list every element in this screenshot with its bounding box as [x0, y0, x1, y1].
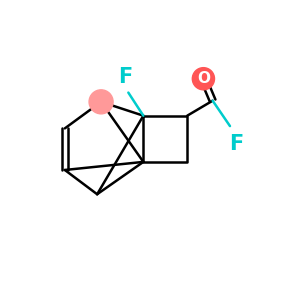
Circle shape: [192, 68, 214, 90]
Text: O: O: [197, 71, 210, 86]
Text: F: F: [118, 67, 132, 87]
Circle shape: [89, 90, 113, 114]
Text: F: F: [229, 134, 243, 154]
